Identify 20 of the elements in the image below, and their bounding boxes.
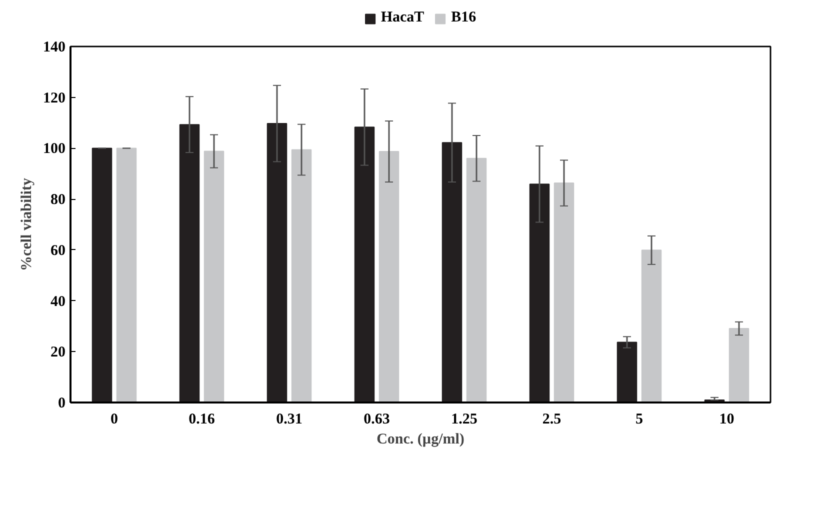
legend-label: HacaT <box>380 10 424 26</box>
y-tick-label: 140 <box>43 40 66 56</box>
y-tick-label: 120 <box>43 90 66 106</box>
x-axis-title: Conc. (µg/ml) <box>376 432 464 448</box>
x-tick-label: 0 <box>110 412 118 428</box>
y-tick-label: 80 <box>50 192 66 208</box>
y-tick-label: 20 <box>50 344 66 361</box>
x-tick-label: 5 <box>636 412 643 428</box>
y-tick-label: 60 <box>50 242 66 259</box>
x-tick-label: 2.5 <box>542 412 562 428</box>
x-tick-label: 0.63 <box>364 412 390 428</box>
x-tick-label: 10 <box>719 412 734 428</box>
y-tick-label: 100 <box>43 141 66 158</box>
x-tick-label: 0.31 <box>276 412 302 428</box>
x-tick-label: 1.25 <box>451 412 478 428</box>
x-tick-label: 0.16 <box>188 412 216 428</box>
y-tick-label: 0 <box>58 396 66 412</box>
y-axis-title: %cell viability <box>19 178 35 271</box>
y-tick-label: 40 <box>50 294 66 310</box>
legend-label: B16 <box>451 10 476 26</box>
